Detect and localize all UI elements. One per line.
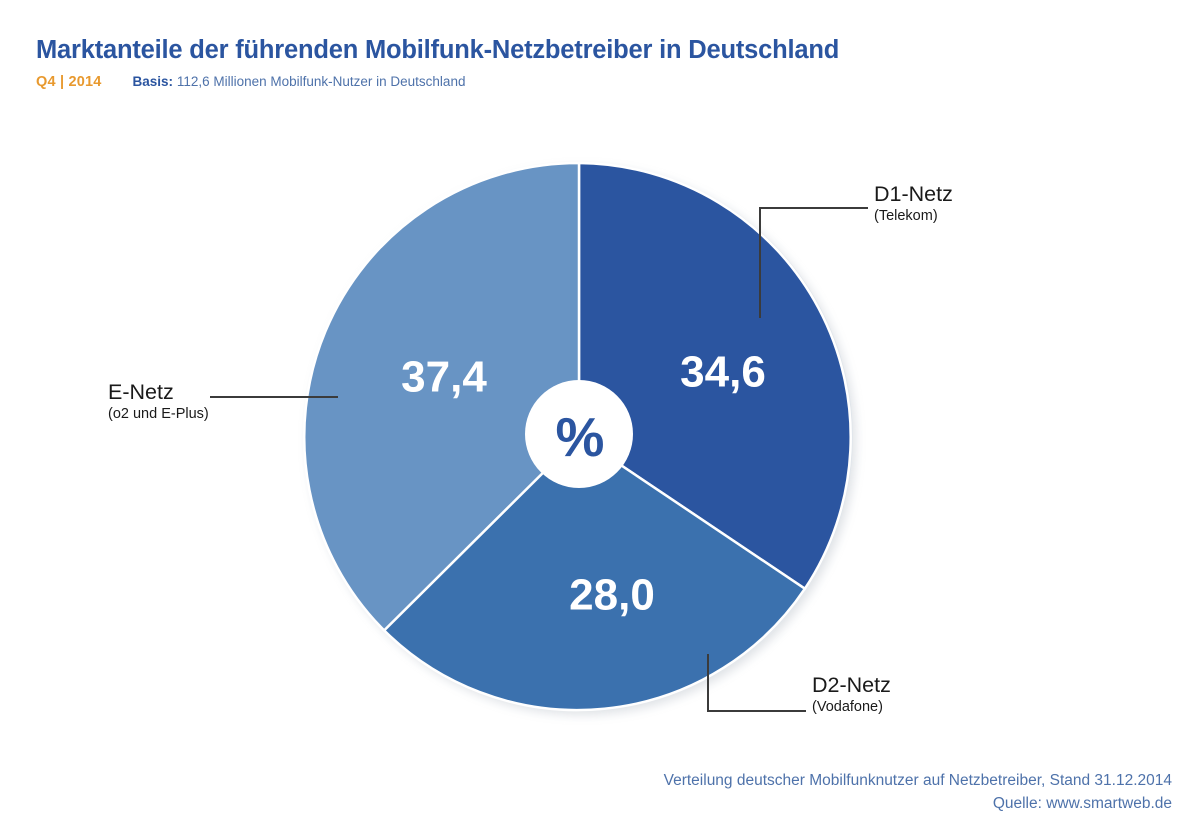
slice-value-d2-netz: 28,0: [569, 571, 655, 620]
period-badge: Q4 | 2014: [36, 74, 102, 91]
page-title: Marktanteile der führenden Mobilfunk-Net…: [36, 36, 840, 64]
percent-icon: %: [556, 406, 605, 468]
callout-e-netz: E-Netz (o2 und E-Plus): [108, 380, 209, 423]
leader-line-d1-netz: [759, 207, 868, 318]
footer: Verteilung deutscher Mobilfunknutzer auf…: [664, 769, 1172, 816]
center-badge: [525, 380, 633, 488]
callout-d2-netz: D2-Netz (Vodafone): [812, 673, 891, 716]
callout-d1-netz-subtitle: (Telekom): [874, 208, 938, 225]
callout-d2-netz-subtitle: (Vodafone): [812, 699, 883, 716]
leader-line-d2-netz: [707, 654, 806, 712]
basis-label: Basis:: [132, 74, 174, 90]
callout-e-netz-subtitle: (o2 und E-Plus): [108, 406, 209, 423]
footer-note: Verteilung deutscher Mobilfunknutzer auf…: [663, 771, 1172, 789]
pie-slice-d2-netz[interactable]: [382, 435, 807, 712]
callout-d2-netz-title: D2-Netz: [812, 673, 891, 697]
basis-value: 112,6 Millionen Mobilfunk-Nutzer in Deut…: [176, 74, 466, 90]
footer-source: Quelle: www.smartweb.de: [992, 794, 1172, 812]
callout-e-netz-title: E-Netz: [108, 380, 174, 404]
basis-note: Basis: 112,6 Millionen Mobilfunk-Nutzer …: [133, 74, 466, 89]
slice-value-e-netz: 37,4: [401, 353, 487, 402]
callout-d1-netz: D1-Netz (Telekom): [874, 182, 953, 225]
pie-slice-e-netz[interactable]: [303, 161, 581, 633]
callout-d1-netz-title: D1-Netz: [874, 182, 953, 206]
header: Marktanteile der führenden Mobilfunk-Net…: [36, 36, 1136, 90]
subtitle-row: Q4 | 2014 Basis: 112,6 Millionen Mobilfu…: [36, 74, 1136, 90]
slice-value-d1-netz: 34,6: [680, 348, 766, 397]
